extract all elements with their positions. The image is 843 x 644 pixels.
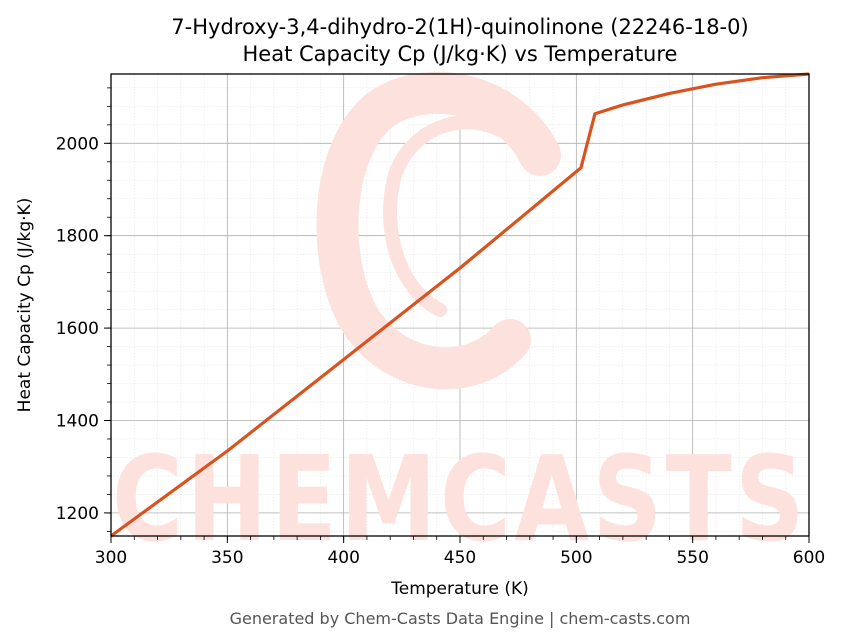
chart-subtitle: Heat Capacity Cp (J/kg·K) vs Temperature bbox=[243, 42, 678, 66]
x-tick-label: 300 bbox=[95, 548, 127, 568]
series-layer bbox=[110, 72, 810, 538]
y-tick-label: 1400 bbox=[56, 412, 99, 432]
x-tick-label: 550 bbox=[676, 548, 708, 568]
watermark-swirl-inner bbox=[383, 115, 507, 317]
y-tick-label: 2000 bbox=[56, 134, 99, 154]
y-axis: 1200 1400 1600 1800 2000 bbox=[56, 87, 111, 532]
x-tick-label: 450 bbox=[444, 548, 476, 568]
x-tick-label: 400 bbox=[327, 548, 359, 568]
x-tick-label: 600 bbox=[793, 548, 825, 568]
y-tick-label: 1200 bbox=[56, 504, 99, 524]
x-axis-label: Temperature (K) bbox=[390, 579, 529, 599]
watermark-text: CHEMCASTS bbox=[112, 430, 808, 568]
watermark-swirl bbox=[316, 71, 561, 390]
y-axis-label: Heat Capacity Cp (J/kg·K) bbox=[15, 198, 35, 413]
series-line bbox=[110, 72, 810, 538]
chart-title: 7-Hydroxy-3,4-dihydro-2(1H)-quinolinone … bbox=[171, 15, 748, 39]
watermark: CHEMCASTS bbox=[112, 71, 808, 568]
y-tick-label: 1600 bbox=[56, 319, 99, 339]
x-tick-label: 350 bbox=[211, 548, 243, 568]
footer-credit: Generated by Chem-Casts Data Engine | ch… bbox=[230, 609, 691, 628]
x-tick-label: 500 bbox=[560, 548, 592, 568]
y-tick-label: 1800 bbox=[56, 227, 99, 247]
x-axis: 300 350 400 450 500 550 600 bbox=[95, 536, 825, 568]
